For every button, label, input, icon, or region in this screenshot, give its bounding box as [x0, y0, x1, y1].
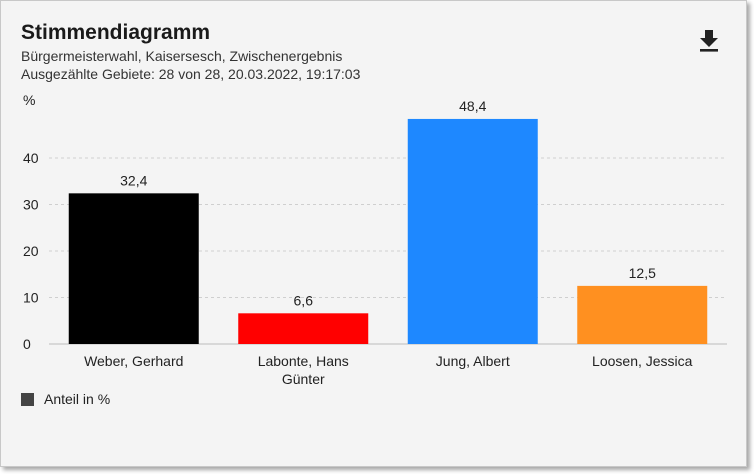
chart-subtitle: Bürgermeisterwahl, Kaisersesch, Zwischen…: [21, 48, 343, 64]
bar-value-label: 12,5: [629, 265, 656, 281]
bar: [68, 193, 199, 344]
download-icon[interactable]: [697, 28, 721, 52]
bar-value-label: 32,4: [120, 172, 147, 188]
legend-swatch: [21, 392, 34, 406]
x-tick-label: Günter: [282, 371, 325, 387]
download-icon-glyph: [700, 30, 718, 52]
bar-chart: 0 10 20 30 40 32,4 Weber, Gerhard 6,6 Labonte, H…: [23, 98, 727, 387]
legend-label: Anteil in %: [44, 391, 111, 407]
bar: [577, 285, 708, 344]
bar: [238, 313, 369, 344]
y-tick-label: 20: [23, 243, 39, 259]
legend: Anteil in %: [21, 391, 110, 407]
y-tick-label: 0: [23, 336, 31, 352]
y-tick-label: 40: [23, 150, 39, 166]
bar-value-label: 48,4: [459, 98, 486, 114]
y-axis-unit: %: [23, 92, 36, 108]
x-tick-label: Loosen, Jessica: [592, 353, 693, 369]
x-tick-label: Weber, Gerhard: [84, 353, 183, 369]
chart-card: Stimmendiagramm Bürgermeisterwahl, Kaise…: [0, 0, 747, 467]
x-tick-label: Jung, Albert: [436, 353, 510, 369]
y-tick-label: 10: [23, 290, 39, 306]
bar: [407, 118, 538, 344]
chart-title: Stimmendiagramm: [21, 21, 211, 44]
y-tick-label: 30: [23, 197, 39, 213]
chart-status-line: Ausgezählte Gebiete: 28 von 28, 20.03.20…: [21, 66, 361, 82]
bar-value-label: 6,6: [294, 292, 314, 308]
x-tick-label: Labonte, Hans: [258, 353, 349, 369]
